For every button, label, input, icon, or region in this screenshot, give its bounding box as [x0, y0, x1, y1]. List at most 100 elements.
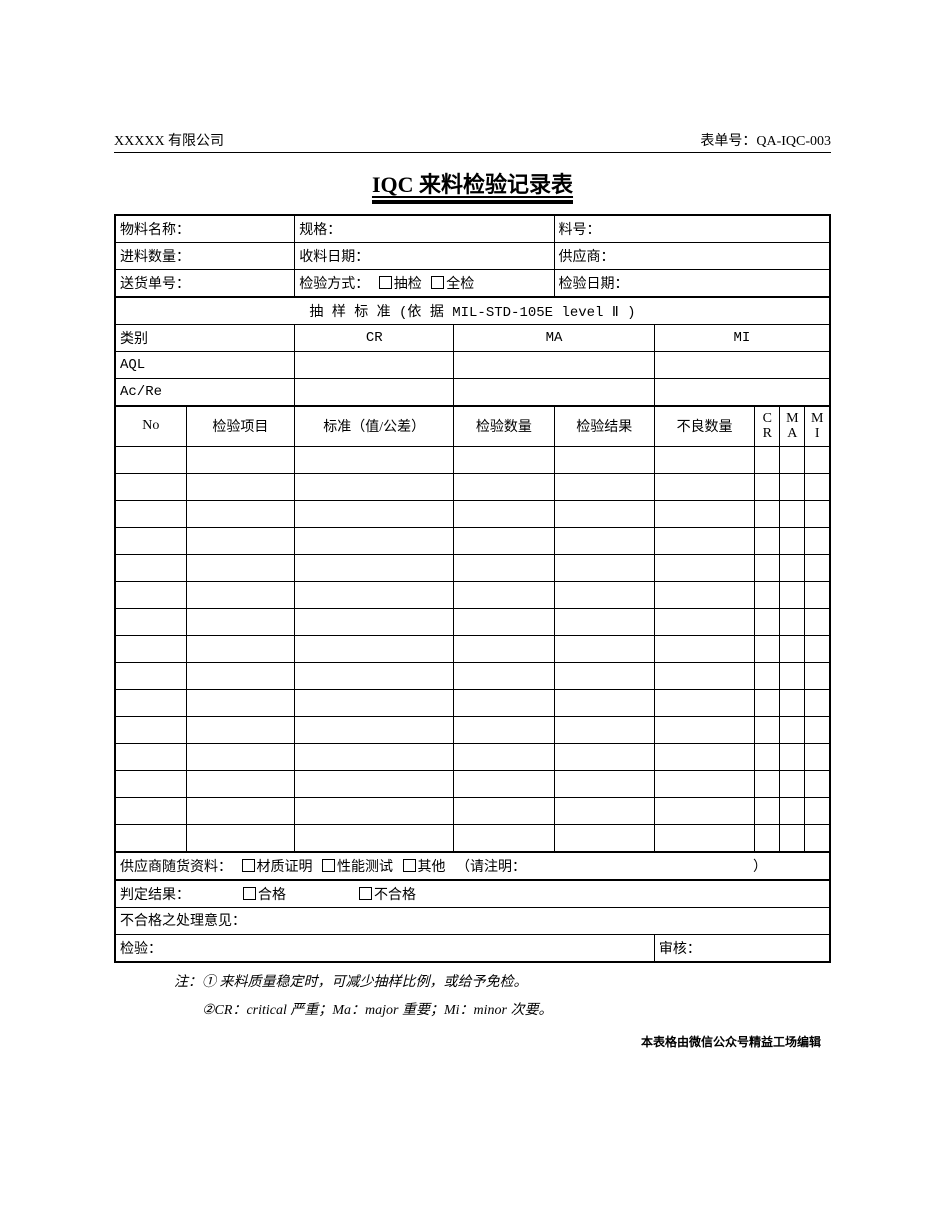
detail-cell[interactable] [186, 473, 295, 500]
detail-cell[interactable] [454, 554, 554, 581]
detail-cell[interactable] [454, 608, 554, 635]
spec-cell[interactable]: 规格： [295, 215, 554, 243]
detail-cell[interactable] [805, 446, 830, 473]
checkbox-fail[interactable] [359, 887, 372, 900]
detail-cell[interactable] [186, 662, 295, 689]
detail-cell[interactable] [654, 716, 754, 743]
acre-mi[interactable] [654, 379, 830, 407]
inspector-cell[interactable]: 检验： [115, 934, 654, 962]
detail-cell[interactable] [780, 743, 805, 770]
nc-opinion-cell[interactable]: 不合格之处理意见： [115, 907, 830, 934]
detail-cell[interactable] [454, 473, 554, 500]
detail-cell[interactable] [780, 716, 805, 743]
detail-cell[interactable] [805, 473, 830, 500]
incoming-qty-cell[interactable]: 进料数量： [115, 243, 295, 270]
checkbox-full[interactable] [431, 276, 444, 289]
detail-cell[interactable] [295, 662, 454, 689]
detail-cell[interactable] [780, 554, 805, 581]
detail-cell[interactable] [295, 446, 454, 473]
inspect-date-cell[interactable]: 检验日期： [554, 270, 830, 298]
detail-cell[interactable] [654, 581, 754, 608]
aql-cr[interactable] [295, 352, 454, 379]
detail-cell[interactable] [454, 446, 554, 473]
detail-cell[interactable] [115, 824, 186, 852]
detail-cell[interactable] [115, 554, 186, 581]
detail-cell[interactable] [295, 527, 454, 554]
detail-cell[interactable] [654, 824, 754, 852]
detail-cell[interactable] [554, 743, 654, 770]
detail-cell[interactable] [186, 770, 295, 797]
detail-cell[interactable] [554, 716, 654, 743]
detail-cell[interactable] [654, 527, 754, 554]
detail-cell[interactable] [295, 473, 454, 500]
detail-cell[interactable] [805, 608, 830, 635]
detail-cell[interactable] [654, 473, 754, 500]
detail-cell[interactable] [186, 581, 295, 608]
detail-cell[interactable] [554, 500, 654, 527]
detail-cell[interactable] [115, 635, 186, 662]
detail-cell[interactable] [454, 662, 554, 689]
detail-cell[interactable] [186, 743, 295, 770]
detail-cell[interactable] [805, 500, 830, 527]
detail-cell[interactable] [780, 689, 805, 716]
detail-cell[interactable] [805, 716, 830, 743]
detail-cell[interactable] [805, 770, 830, 797]
detail-cell[interactable] [755, 770, 780, 797]
detail-cell[interactable] [805, 581, 830, 608]
detail-cell[interactable] [295, 608, 454, 635]
detail-cell[interactable] [780, 770, 805, 797]
detail-cell[interactable] [554, 608, 654, 635]
detail-cell[interactable] [654, 743, 754, 770]
material-name-cell[interactable]: 物料名称： [115, 215, 295, 243]
detail-cell[interactable] [186, 554, 295, 581]
detail-cell[interactable] [654, 797, 754, 824]
detail-cell[interactable] [755, 608, 780, 635]
detail-cell[interactable] [454, 743, 554, 770]
detail-cell[interactable] [554, 473, 654, 500]
detail-cell[interactable] [755, 716, 780, 743]
detail-cell[interactable] [780, 500, 805, 527]
detail-cell[interactable] [780, 473, 805, 500]
detail-cell[interactable] [295, 689, 454, 716]
detail-cell[interactable] [454, 527, 554, 554]
checkbox-pass[interactable] [243, 887, 256, 900]
detail-cell[interactable] [554, 635, 654, 662]
detail-cell[interactable] [805, 662, 830, 689]
detail-cell[interactable] [554, 797, 654, 824]
aql-mi[interactable] [654, 352, 830, 379]
detail-cell[interactable] [115, 797, 186, 824]
detail-cell[interactable] [755, 662, 780, 689]
detail-cell[interactable] [654, 689, 754, 716]
detail-cell[interactable] [755, 473, 780, 500]
receive-date-cell[interactable]: 收料日期： [295, 243, 554, 270]
detail-cell[interactable] [115, 689, 186, 716]
detail-cell[interactable] [115, 500, 186, 527]
detail-cell[interactable] [454, 635, 554, 662]
detail-cell[interactable] [454, 716, 554, 743]
detail-cell[interactable] [115, 716, 186, 743]
detail-cell[interactable] [115, 527, 186, 554]
detail-cell[interactable] [755, 824, 780, 852]
detail-cell[interactable] [295, 743, 454, 770]
detail-cell[interactable] [780, 446, 805, 473]
detail-cell[interactable] [755, 635, 780, 662]
detail-cell[interactable] [295, 500, 454, 527]
detail-cell[interactable] [186, 608, 295, 635]
detail-cell[interactable] [295, 797, 454, 824]
detail-cell[interactable] [115, 446, 186, 473]
detail-cell[interactable] [780, 662, 805, 689]
detail-cell[interactable] [454, 689, 554, 716]
detail-cell[interactable] [295, 581, 454, 608]
detail-cell[interactable] [115, 743, 186, 770]
checkbox-material-cert[interactable] [242, 859, 255, 872]
aql-ma[interactable] [454, 352, 655, 379]
detail-cell[interactable] [755, 446, 780, 473]
detail-cell[interactable] [186, 527, 295, 554]
detail-cell[interactable] [186, 635, 295, 662]
detail-cell[interactable] [186, 689, 295, 716]
detail-cell[interactable] [186, 446, 295, 473]
detail-cell[interactable] [654, 662, 754, 689]
checkbox-other[interactable] [403, 859, 416, 872]
detail-cell[interactable] [805, 689, 830, 716]
detail-cell[interactable] [654, 554, 754, 581]
